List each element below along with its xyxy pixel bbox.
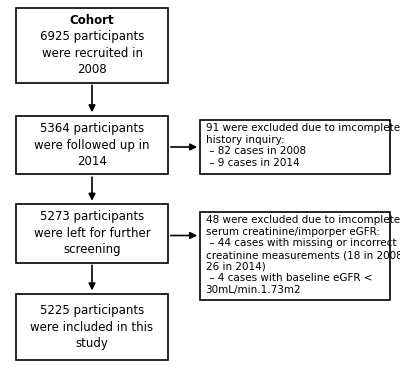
Text: study: study (76, 337, 108, 350)
Text: 6925 participants: 6925 participants (40, 30, 144, 43)
Text: 5273 participants: 5273 participants (40, 210, 144, 224)
Text: 26 in 2014): 26 in 2014) (206, 262, 265, 272)
Text: were followed up in: were followed up in (34, 139, 150, 152)
Text: history inquiry:: history inquiry: (206, 135, 284, 145)
Text: 91 were excluded due to imcomplete: 91 were excluded due to imcomplete (206, 123, 400, 133)
Text: serum creatinine/imporper eGFR:: serum creatinine/imporper eGFR: (206, 227, 380, 237)
Text: were included in this: were included in this (30, 321, 154, 334)
Text: 2008: 2008 (77, 63, 107, 76)
Text: 5225 participants: 5225 participants (40, 304, 144, 317)
Text: 2014: 2014 (77, 155, 107, 168)
Text: – 4 cases with baseline eGFR <: – 4 cases with baseline eGFR < (206, 273, 372, 283)
Text: – 82 cases in 2008: – 82 cases in 2008 (206, 147, 306, 156)
Text: creatinine measurements (18 in 2008,: creatinine measurements (18 in 2008, (206, 250, 400, 260)
Text: – 44 cases with missing or incorrect: – 44 cases with missing or incorrect (206, 238, 396, 248)
Text: 30mL/min.1.73m2: 30mL/min.1.73m2 (206, 285, 301, 295)
Text: 48 were excluded due to imcomplete: 48 were excluded due to imcomplete (206, 215, 400, 225)
Text: screening: screening (63, 243, 121, 256)
Text: 5364 participants: 5364 participants (40, 122, 144, 135)
FancyBboxPatch shape (16, 204, 168, 262)
FancyBboxPatch shape (200, 120, 390, 174)
Text: Cohort: Cohort (70, 14, 114, 27)
FancyBboxPatch shape (16, 8, 168, 82)
FancyBboxPatch shape (200, 212, 390, 300)
Text: were left for further: were left for further (34, 227, 150, 240)
FancyBboxPatch shape (16, 116, 168, 174)
Text: – 9 cases in 2014: – 9 cases in 2014 (206, 158, 299, 168)
Text: were recruited in: were recruited in (42, 47, 142, 60)
FancyBboxPatch shape (16, 294, 168, 360)
